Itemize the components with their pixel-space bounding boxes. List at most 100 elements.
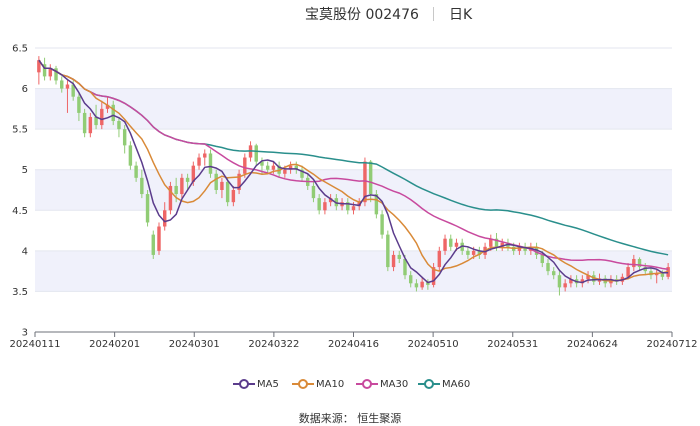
legend-label: MA60 bbox=[442, 379, 471, 390]
y-tick-label: 4.5 bbox=[12, 206, 28, 217]
title-separator bbox=[433, 7, 434, 21]
candle bbox=[151, 230, 155, 259]
candle-body bbox=[37, 60, 41, 73]
candle bbox=[569, 275, 573, 288]
candle bbox=[586, 271, 590, 284]
candle-body bbox=[660, 273, 665, 277]
candle-body bbox=[437, 250, 442, 268]
candle-body bbox=[317, 198, 321, 211]
y-tick-label: 5 bbox=[22, 165, 28, 176]
candle-body bbox=[397, 254, 401, 259]
candle-body bbox=[237, 173, 241, 190]
x-tick-label: 20240712 bbox=[647, 339, 698, 350]
candle-body bbox=[391, 254, 396, 268]
ma60-line-icon bbox=[418, 379, 440, 389]
candle bbox=[214, 169, 218, 195]
candle bbox=[477, 246, 482, 259]
candle-body bbox=[203, 153, 207, 158]
candle bbox=[117, 116, 121, 138]
candle-body bbox=[346, 202, 350, 211]
candle bbox=[408, 271, 413, 288]
candle bbox=[580, 275, 585, 288]
candle-body bbox=[145, 194, 150, 223]
chart-title: 宝莫股份 002476 日K bbox=[0, 4, 700, 24]
candle-body bbox=[77, 96, 81, 113]
candle bbox=[626, 263, 630, 280]
y-tick-label: 5.5 bbox=[12, 125, 28, 136]
candle-body bbox=[557, 275, 562, 288]
candle-body bbox=[191, 165, 196, 182]
candle bbox=[443, 234, 447, 255]
candle bbox=[140, 169, 144, 199]
candle bbox=[185, 173, 190, 190]
candle-body bbox=[65, 84, 70, 89]
candle-body bbox=[60, 80, 64, 89]
candle-body bbox=[122, 129, 127, 146]
candle bbox=[546, 258, 550, 276]
x-tick-label: 20240510 bbox=[408, 339, 459, 350]
ma30-line bbox=[38, 59, 669, 270]
candle-body bbox=[151, 234, 155, 255]
candle bbox=[552, 267, 556, 280]
x-axis: 20240111 20240201 20240301 20240322 20240416… bbox=[10, 331, 698, 350]
candle bbox=[237, 169, 241, 195]
candle-body bbox=[128, 145, 133, 166]
candle-body bbox=[443, 238, 447, 251]
x-tick-label: 20240322 bbox=[248, 339, 299, 350]
candle bbox=[426, 279, 430, 290]
candle-body bbox=[283, 169, 287, 174]
candle-body bbox=[632, 258, 636, 268]
y-tick-label: 6.5 bbox=[12, 44, 28, 55]
candle bbox=[449, 234, 453, 251]
candle-body bbox=[637, 258, 642, 268]
candle bbox=[294, 161, 299, 174]
candle-body bbox=[111, 104, 115, 122]
candle-body bbox=[168, 185, 173, 211]
candle-body bbox=[420, 281, 424, 288]
candle-body bbox=[300, 169, 304, 178]
candle bbox=[563, 279, 567, 292]
candle-body bbox=[408, 275, 413, 284]
candle-body bbox=[197, 157, 201, 166]
candle bbox=[637, 257, 642, 272]
candle-body bbox=[643, 267, 647, 272]
candle-body bbox=[351, 206, 356, 211]
candles bbox=[37, 56, 670, 296]
candle bbox=[540, 250, 544, 268]
candle bbox=[317, 194, 321, 215]
candle-body bbox=[431, 267, 436, 285]
candle bbox=[523, 242, 527, 255]
candle-body bbox=[494, 238, 499, 247]
ma10-line bbox=[38, 59, 669, 282]
candle bbox=[517, 242, 522, 255]
legend-label: MA30 bbox=[380, 379, 409, 390]
candle bbox=[100, 100, 104, 130]
candle bbox=[311, 181, 316, 203]
candle-body bbox=[185, 177, 190, 182]
candle-body bbox=[163, 210, 167, 227]
candle-body bbox=[489, 238, 493, 247]
candle-body bbox=[254, 145, 258, 162]
candle bbox=[632, 254, 636, 272]
candle-body bbox=[471, 250, 476, 255]
y-tick-label: 6 bbox=[22, 84, 28, 95]
candle bbox=[346, 198, 350, 215]
candle bbox=[65, 80, 70, 113]
candle bbox=[203, 149, 207, 166]
ma30-line-icon bbox=[356, 379, 378, 389]
candle-body bbox=[100, 108, 104, 126]
candle-body bbox=[380, 214, 384, 235]
candle bbox=[534, 242, 539, 259]
candle-body bbox=[449, 238, 453, 247]
y-axis: 3 3.5 4 4.5 5 5.5 6 6.5 bbox=[12, 44, 28, 339]
candle bbox=[134, 161, 138, 182]
candle-body bbox=[552, 271, 556, 276]
candle bbox=[197, 153, 201, 170]
plot-band bbox=[35, 88, 672, 130]
candle-body bbox=[231, 190, 236, 203]
candle-body bbox=[626, 267, 630, 277]
candle-body bbox=[311, 185, 316, 199]
candle bbox=[163, 202, 167, 231]
ma5-line bbox=[38, 59, 669, 284]
candle bbox=[500, 238, 504, 251]
